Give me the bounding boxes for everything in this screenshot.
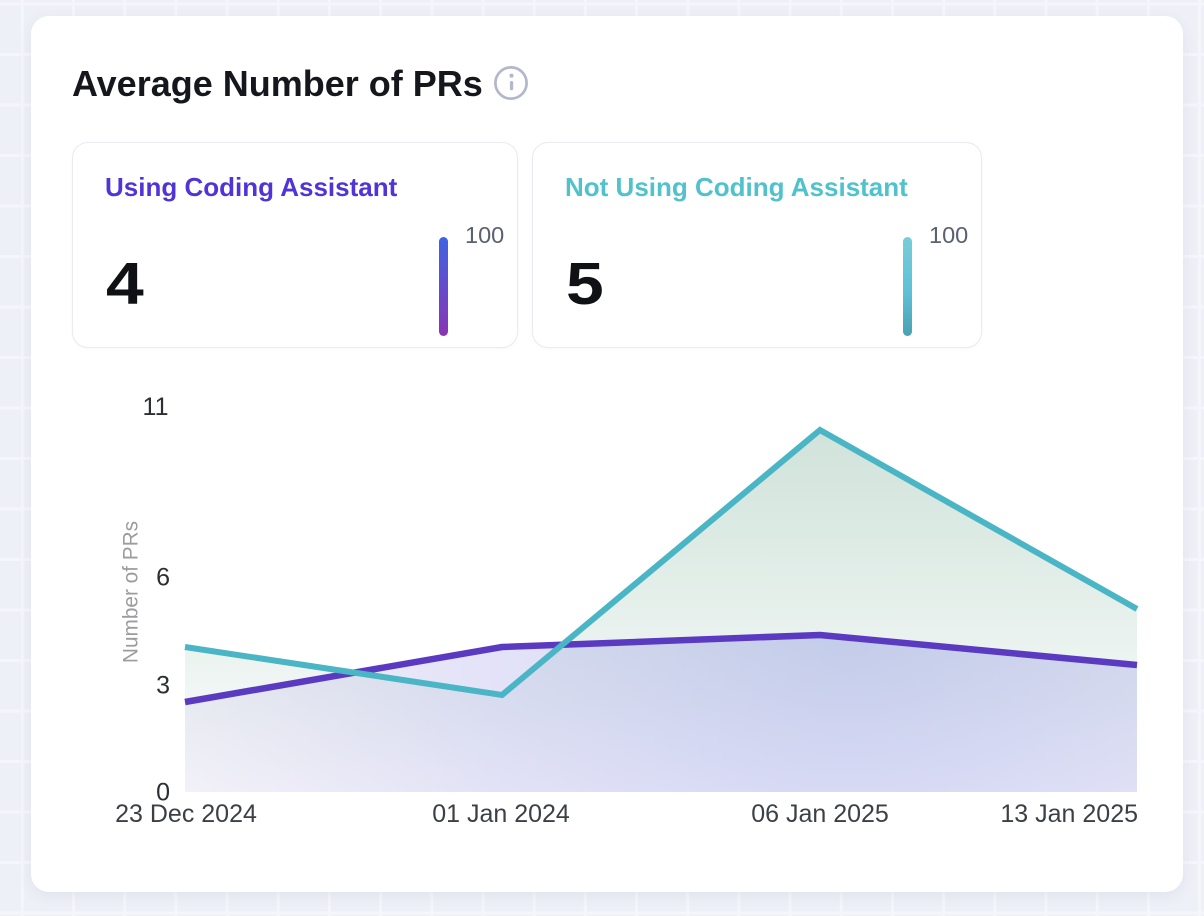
svg-text:3: 3 xyxy=(156,672,170,700)
svg-text:6: 6 xyxy=(156,564,170,592)
svg-text:01 Jan 2024: 01 Jan 2024 xyxy=(432,800,570,828)
svg-text:0: 0 xyxy=(156,779,170,807)
svg-text:23 Dec 2024: 23 Dec 2024 xyxy=(115,800,257,828)
svg-text:06 Jan 2025: 06 Jan 2025 xyxy=(751,800,889,828)
svg-text:11: 11 xyxy=(143,393,169,421)
svg-text:13 Jan 2025: 13 Jan 2025 xyxy=(1000,800,1138,828)
svg-text:Number of PRs: Number of PRs xyxy=(119,521,142,663)
